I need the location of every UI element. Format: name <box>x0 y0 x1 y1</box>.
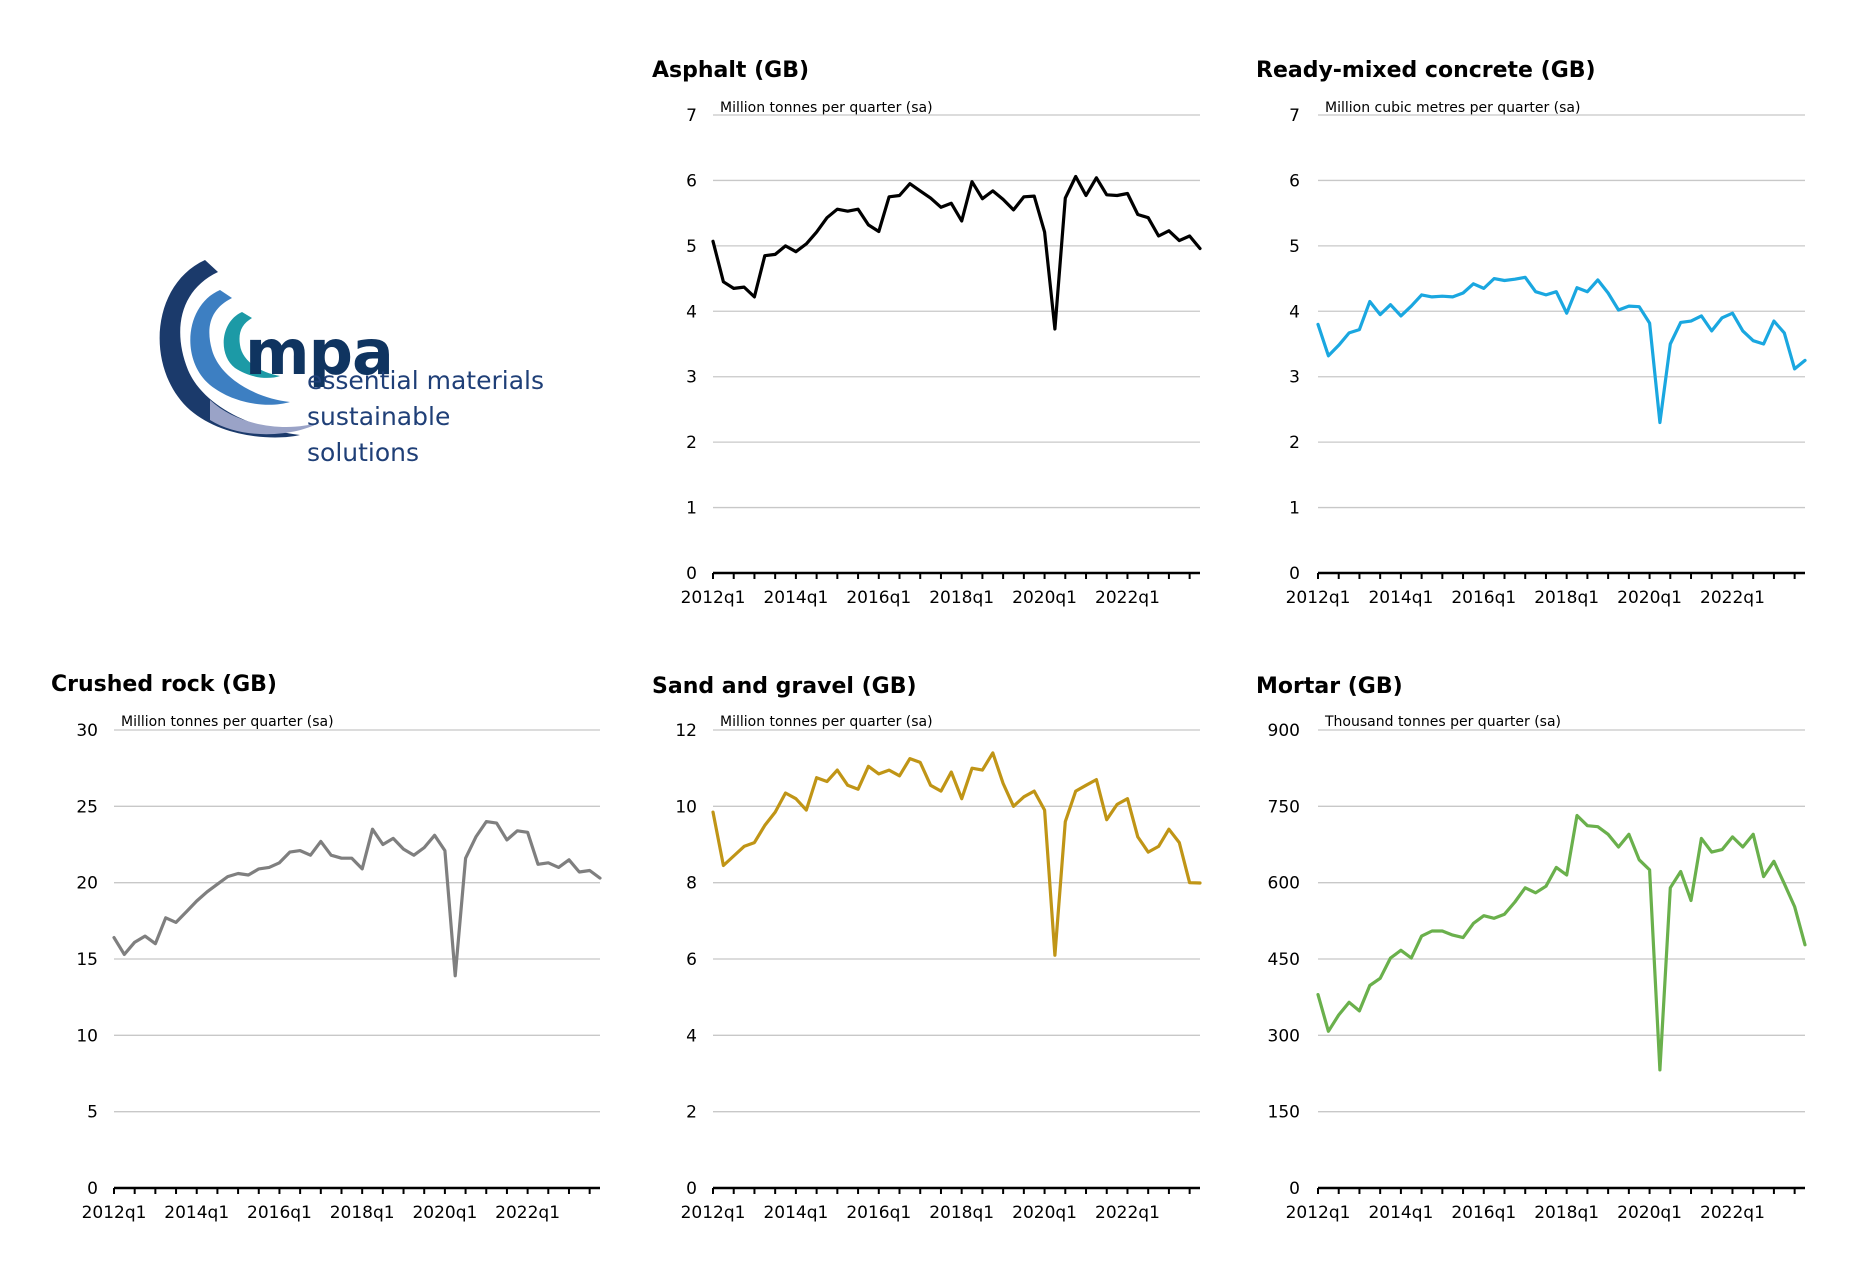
mortar-gb-unit-label: Thousand tonnes per quarter (sa) <box>1324 714 1561 730</box>
asphalt-gb-y-tick-label: 1 <box>686 499 697 519</box>
crushed-rock-gb-x-tick-label: 2016q1 <box>247 1203 312 1223</box>
asphalt-gb-x-tick-label: 2016q1 <box>846 588 911 608</box>
ready-mixed-concrete-gb-series-line <box>1316 275 1807 425</box>
sand-and-gravel-gb-unit-label: Million tonnes per quarter (sa) <box>720 714 933 730</box>
asphalt-gb-x-tick-label: 2012q1 <box>681 588 746 608</box>
asphalt-gb-unit-label: Million tonnes per quarter (sa) <box>720 100 933 116</box>
sand-and-gravel-gb-series-line <box>711 751 1202 957</box>
mortar-gb-chart: Mortar (GB) Thousand tonnes per quarter (… <box>1256 674 1807 1223</box>
mortar-gb-y-tick-label: 600 <box>1268 874 1300 894</box>
ready-mixed-concrete-gb-y-tick-label: 1 <box>1289 499 1300 519</box>
crushed-rock-gb-y-tick-label: 15 <box>76 950 98 970</box>
asphalt-gb-x-tick-label: 2018q1 <box>929 588 994 608</box>
asphalt-gb-y-tick-label: 4 <box>686 302 697 322</box>
mortar-gb-series-line <box>1316 813 1807 1072</box>
crushed-rock-gb-y-tick-label: 25 <box>76 797 98 817</box>
sand-and-gravel-gb-y-tick-label: 6 <box>686 950 697 970</box>
crushed-rock-gb-x-tick-label: 2022q1 <box>495 1203 560 1223</box>
ready-mixed-concrete-gb-x-tick-label: 2014q1 <box>1368 588 1433 608</box>
sand-and-gravel-gb-y-tick-label: 0 <box>686 1179 697 1199</box>
sand-and-gravel-gb-chart: Sand and gravel (GB) Million tonnes per q… <box>652 674 1202 1223</box>
ready-mixed-concrete-gb-x-tick-label: 2012q1 <box>1286 588 1351 608</box>
ready-mixed-concrete-gb-y-tick-label: 5 <box>1289 237 1300 257</box>
crushed-rock-gb-series-line <box>112 819 602 978</box>
crushed-rock-gb-x-tick-label: 2020q1 <box>412 1203 477 1223</box>
crushed-rock-gb-y-tick-label: 5 <box>87 1103 98 1123</box>
sand-and-gravel-gb-title: Sand and gravel (GB) <box>652 674 917 699</box>
logo-wordmark: mpa <box>245 316 394 389</box>
sand-and-gravel-gb-y-tick-label: 8 <box>686 874 697 894</box>
crushed-rock-gb-y-tick-label: 20 <box>76 874 98 894</box>
crushed-rock-gb-title: Crushed rock (GB) <box>51 672 277 697</box>
asphalt-gb-chart: Asphalt (GB) Million tonnes per quarter (… <box>652 58 1202 608</box>
ready-mixed-concrete-gb-x-tick-label: 2016q1 <box>1451 588 1516 608</box>
asphalt-gb-y-tick-label: 0 <box>686 564 697 584</box>
mortar-gb-y-tick-label: 300 <box>1268 1026 1300 1046</box>
crushed-rock-gb-y-tick-label: 10 <box>76 1026 98 1046</box>
asphalt-gb-y-tick-label: 2 <box>686 433 697 453</box>
sand-and-gravel-gb-y-tick-label: 12 <box>675 721 697 741</box>
mortar-gb-title: Mortar (GB) <box>1256 674 1403 699</box>
sand-and-gravel-gb-x-tick-label: 2022q1 <box>1095 1203 1160 1223</box>
crushed-rock-gb-unit-label: Million tonnes per quarter (sa) <box>121 714 334 730</box>
ready-mixed-concrete-gb-title: Ready-mixed concrete (GB) <box>1256 58 1596 83</box>
asphalt-gb-y-tick-label: 7 <box>686 106 697 126</box>
ready-mixed-concrete-gb-y-tick-label: 4 <box>1289 302 1300 322</box>
mortar-gb-x-tick-label: 2020q1 <box>1617 1203 1682 1223</box>
asphalt-gb-title: Asphalt (GB) <box>652 58 809 83</box>
crushed-rock-gb-y-tick-label: 30 <box>76 721 98 741</box>
ready-mixed-concrete-gb-unit-label: Million cubic metres per quarter (sa) <box>1325 100 1580 116</box>
mortar-gb-x-tick-label: 2016q1 <box>1451 1203 1516 1223</box>
mortar-gb-y-tick-label: 150 <box>1268 1103 1300 1123</box>
ready-mixed-concrete-gb-y-tick-label: 3 <box>1289 368 1300 388</box>
mortar-gb-x-tick-label: 2018q1 <box>1534 1203 1599 1223</box>
logo-swoosh-icon <box>159 260 320 438</box>
mortar-gb-y-tick-label: 750 <box>1268 797 1300 817</box>
asphalt-gb-x-tick-label: 2022q1 <box>1095 588 1160 608</box>
crushed-rock-gb-x-tick-label: 2014q1 <box>164 1203 229 1223</box>
ready-mixed-concrete-gb-y-tick-label: 6 <box>1289 171 1300 191</box>
asphalt-gb-x-tick-label: 2014q1 <box>763 588 828 608</box>
asphalt-gb-y-tick-label: 6 <box>686 171 697 191</box>
asphalt-gb-x-tick-label: 2020q1 <box>1012 588 1077 608</box>
sand-and-gravel-gb-y-tick-label: 10 <box>675 797 697 817</box>
mpa-logo: mpa essential materials sustainable solu… <box>150 250 570 467</box>
sand-and-gravel-gb-x-tick-label: 2020q1 <box>1012 1203 1077 1223</box>
sand-and-gravel-gb-x-tick-label: 2012q1 <box>681 1203 746 1223</box>
sand-and-gravel-gb-x-tick-label: 2016q1 <box>846 1203 911 1223</box>
crushed-rock-gb-chart: Crushed rock (GB) Million tonnes per quar… <box>51 672 602 1223</box>
crushed-rock-gb-y-tick-label: 0 <box>87 1179 98 1199</box>
ready-mixed-concrete-gb-x-tick-label: 2018q1 <box>1534 588 1599 608</box>
mortar-gb-x-tick-label: 2014q1 <box>1368 1203 1433 1223</box>
asphalt-gb-y-tick-label: 3 <box>686 368 697 388</box>
mortar-gb-y-tick-label: 450 <box>1268 950 1300 970</box>
ready-mixed-concrete-gb-y-tick-label: 7 <box>1289 106 1300 126</box>
logo-tagline-1: essential materials <box>307 366 544 395</box>
asphalt-gb-y-tick-label: 5 <box>686 237 697 257</box>
sand-and-gravel-gb-x-tick-label: 2018q1 <box>929 1203 994 1223</box>
ready-mixed-concrete-gb-y-tick-label: 0 <box>1289 564 1300 584</box>
ready-mixed-concrete-gb-chart: Ready-mixed concrete (GB) Million cubic m… <box>1256 58 1807 608</box>
asphalt-gb-series-line <box>711 174 1202 331</box>
sand-and-gravel-gb-y-tick-label: 2 <box>686 1103 697 1123</box>
ready-mixed-concrete-gb-y-tick-label: 2 <box>1289 433 1300 453</box>
sand-and-gravel-gb-y-tick-label: 4 <box>686 1026 697 1046</box>
ready-mixed-concrete-gb-x-tick-label: 2022q1 <box>1700 588 1765 608</box>
mortar-gb-x-tick-label: 2022q1 <box>1700 1203 1765 1223</box>
mortar-gb-y-tick-label: 900 <box>1268 721 1300 741</box>
crushed-rock-gb-x-tick-label: 2018q1 <box>330 1203 395 1223</box>
sand-and-gravel-gb-x-tick-label: 2014q1 <box>763 1203 828 1223</box>
mortar-gb-x-tick-label: 2012q1 <box>1286 1203 1351 1223</box>
mortar-gb-y-tick-label: 0 <box>1289 1179 1300 1199</box>
logo-tagline-2: sustainable solutions <box>307 402 451 467</box>
crushed-rock-gb-x-tick-label: 2012q1 <box>82 1203 147 1223</box>
ready-mixed-concrete-gb-x-tick-label: 2020q1 <box>1617 588 1682 608</box>
